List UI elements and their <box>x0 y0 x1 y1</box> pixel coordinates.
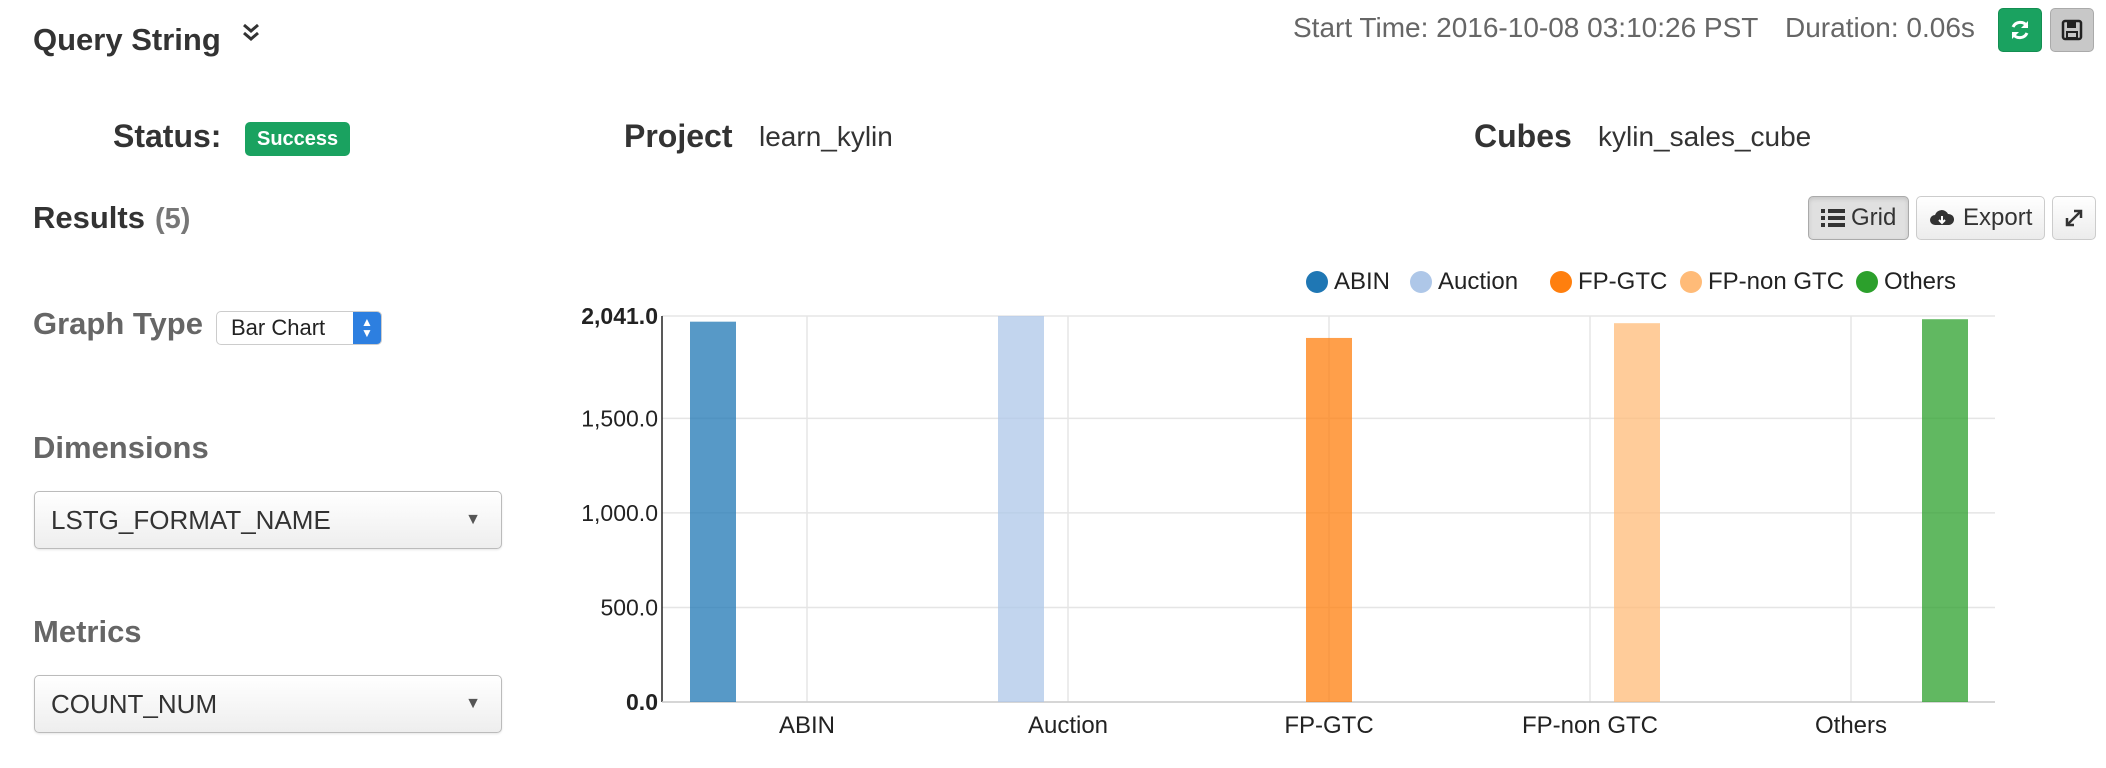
bar-others <box>1922 319 1968 702</box>
x-tick-label: Others <box>1815 712 1887 739</box>
x-tick-label: ABIN <box>779 712 835 739</box>
x-tick-label: FP-non GTC <box>1522 712 1658 739</box>
y-tick-label: 1,500.0 <box>581 405 658 431</box>
y-tick-label: 1,000.0 <box>581 500 658 526</box>
bar-abin <box>690 322 736 702</box>
x-tick-label: FP-GTC <box>1284 712 1373 739</box>
bar-fp-gtc <box>1306 338 1352 702</box>
x-tick-label: Auction <box>1028 712 1108 739</box>
bar-auction <box>998 316 1044 702</box>
bar-fp-non-gtc <box>1614 323 1660 702</box>
y-tick-label: 500.0 <box>600 594 658 620</box>
y-tick-label: 0.0 <box>626 689 658 715</box>
y-tick-label: 2,041.0 <box>581 303 658 329</box>
